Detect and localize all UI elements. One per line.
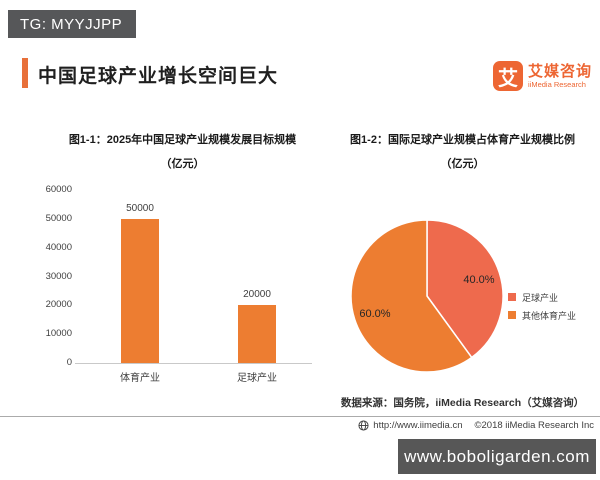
bar-chart-title: 图1-1：2025年中国足球产业规模发展目标规模 — [68, 134, 297, 146]
y-axis-tick: 20000 — [45, 299, 72, 311]
legend-swatch — [508, 311, 516, 319]
bar-value-label: 20000 — [243, 289, 271, 301]
logo-name-en: iiMedia Research — [528, 80, 586, 89]
pie-slice-label: 60.0% — [359, 308, 390, 320]
tg-badge: TG: MYYJJPP — [8, 10, 136, 38]
y-axis-tick: 60000 — [45, 184, 72, 195]
pie-chart-subtitle: （亿元） — [440, 158, 485, 170]
pie-slice-足球产业 — [426, 219, 504, 359]
pie-slice-label: 40.0% — [463, 274, 494, 286]
bar-chart-subtitle: （亿元） — [160, 158, 205, 170]
y-axis-tick: 30000 — [45, 270, 72, 282]
legend-label: 足球产业 — [522, 292, 559, 303]
legend-swatch — [508, 293, 516, 301]
bar-value-label: 50000 — [126, 202, 154, 214]
iimedia-logo: 艾 艾媒咨询 iiMedia Research — [493, 61, 592, 91]
legend-item: 其他体育产业 — [508, 306, 576, 324]
title-accent-bar — [22, 58, 28, 88]
y-axis-tick: 10000 — [45, 328, 72, 340]
y-axis-tick: 50000 — [45, 212, 72, 224]
pie-chart-industry-share: 图1-2：国际足球产业规模占体育产业规模比例 （亿元） 40.0% 60.0% 足… — [330, 128, 595, 393]
legend-item: 足球产业 — [508, 288, 576, 306]
watermark-bar: www.boboligarden.com — [398, 439, 596, 474]
iimedia-logo-icon: 艾 — [493, 61, 523, 91]
x-axis-line — [75, 363, 312, 364]
x-axis-label: 足球产业 — [237, 373, 277, 384]
legend-label: 其他体育产业 — [522, 310, 577, 321]
y-axis-tick: 40000 — [45, 241, 72, 253]
globe-icon — [358, 420, 369, 431]
logo-name-cn: 艾媒咨询 — [528, 63, 593, 80]
bar-足球产业 — [238, 305, 276, 363]
footer: http://www.iimedia.cn ©2018 iiMedia Rese… — [358, 420, 594, 431]
bar-体育产业 — [121, 218, 159, 363]
footer-divider — [0, 416, 600, 417]
footer-copyright: ©2018 iiMedia Research Inc — [474, 420, 594, 431]
bar-chart-football-industry-target: 图1-1：2025年中国足球产业规模发展目标规模 （亿元） 0 10000 2000… — [30, 128, 315, 393]
data-source-note: 数据来源：国务院，iiMedia Research（艾媒咨询） — [340, 397, 585, 409]
x-axis-label: 体育产业 — [120, 373, 160, 384]
y-axis-tick: 0 — [66, 357, 72, 368]
pie-legend: 足球产业其他体育产业 — [508, 288, 576, 324]
pie-chart-title: 图1-2：国际足球产业规模占体育产业规模比例 — [350, 134, 575, 146]
footer-url: http://www.iimedia.cn — [373, 420, 463, 431]
page-title: 中国足球产业增长空间巨大 — [38, 66, 279, 87]
pie-graphic: 40.0% 60.0% — [350, 219, 504, 373]
pie-slice-其他体育产业 — [350, 219, 473, 373]
